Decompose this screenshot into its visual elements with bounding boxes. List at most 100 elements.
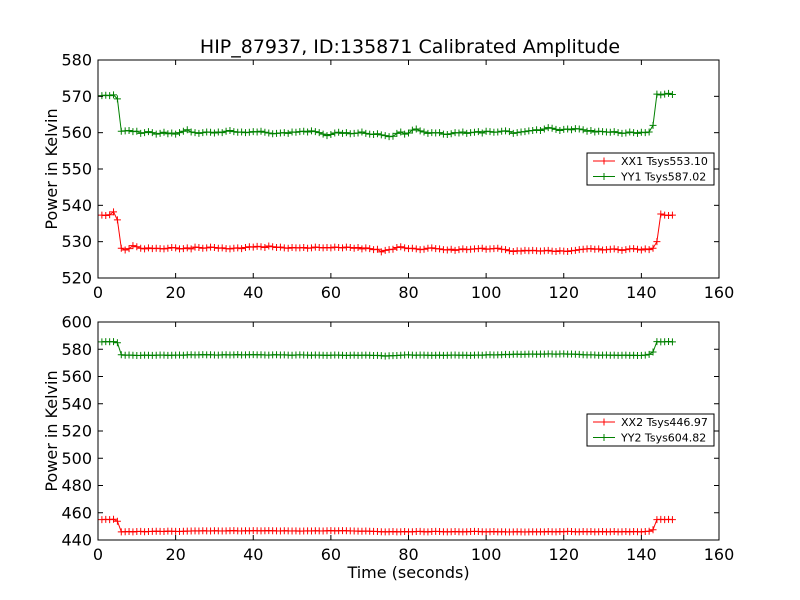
- x-tick-label: 20: [165, 283, 185, 302]
- data-point: [300, 243, 308, 251]
- data-point: [110, 338, 118, 346]
- data-point: [622, 246, 630, 254]
- data-point: [280, 129, 288, 137]
- data-point: [486, 128, 494, 136]
- data-point: [168, 129, 176, 137]
- data-point: [610, 245, 618, 253]
- data-point: [284, 129, 292, 137]
- data-point: [117, 244, 125, 252]
- data-point: [354, 243, 362, 251]
- data-point: [164, 130, 172, 138]
- data-point: [661, 90, 669, 98]
- data-point: [517, 247, 525, 255]
- data-point: [362, 244, 370, 252]
- y-tick-label: 530: [61, 232, 92, 251]
- data-point: [505, 247, 513, 255]
- data-point: [424, 129, 432, 137]
- data-point: [420, 245, 428, 253]
- data-point: [137, 129, 145, 137]
- data-point: [148, 129, 156, 137]
- data-point: [641, 245, 649, 253]
- data-point: [649, 526, 657, 534]
- data-point: [536, 126, 544, 134]
- data-point: [455, 129, 463, 137]
- y-tick-label: 550: [61, 160, 92, 179]
- data-point: [102, 212, 110, 220]
- data-point: [261, 243, 269, 251]
- x-tick-label: 60: [321, 283, 341, 302]
- data-point: [160, 128, 168, 136]
- data-point: [665, 89, 673, 97]
- data-point: [502, 127, 510, 135]
- data-point: [141, 245, 149, 253]
- data-point: [451, 246, 459, 254]
- data-point: [668, 211, 676, 219]
- x-tick-label: 140: [626, 283, 657, 302]
- data-point: [176, 129, 184, 137]
- data-point: [459, 245, 467, 253]
- data-point: [339, 244, 347, 252]
- data-point: [249, 243, 257, 251]
- panels: 0 20 40 60 80 100 120 140 160 520 530 540 550 560 570 5…: [42, 51, 734, 583]
- data-point: [447, 245, 455, 253]
- data-point: [292, 128, 300, 136]
- x-tick-label: 120: [548, 545, 579, 564]
- data-point: [125, 126, 133, 134]
- legend: XX1 Tsys553.10 YY1 Tsys587.02: [586, 152, 715, 186]
- y-tick-label: 520: [61, 422, 92, 441]
- data-point: [113, 339, 121, 347]
- data-point: [129, 242, 137, 250]
- data-point: [381, 132, 389, 140]
- data-point: [381, 246, 389, 254]
- data-point: [564, 247, 572, 255]
- data-point: [552, 247, 560, 255]
- data-point: [401, 130, 409, 138]
- data-point: [110, 91, 118, 99]
- data-point: [420, 128, 428, 136]
- data-point: [529, 126, 537, 134]
- y-tick-label: 540: [61, 196, 92, 215]
- x-axis-label: Time (seconds): [346, 563, 469, 582]
- data-point: [564, 125, 572, 133]
- x-tick-label: 80: [398, 283, 418, 302]
- data-point: [649, 348, 657, 356]
- data-point: [160, 245, 168, 253]
- data-point: [393, 129, 401, 137]
- data-point: [533, 126, 541, 134]
- legend-box: [586, 413, 715, 447]
- chart-title: HIP_87937, ID:135871 Calibrated Amplitud…: [200, 36, 620, 58]
- data-point: [668, 91, 676, 99]
- data-point: [350, 244, 358, 252]
- data-point: [668, 516, 676, 524]
- data-point: [645, 246, 653, 254]
- data-point: [265, 242, 273, 250]
- data-point: [183, 244, 191, 252]
- data-point: [540, 125, 548, 133]
- x-tick-label: 160: [704, 283, 735, 302]
- data-point: [241, 243, 249, 251]
- data-point: [637, 246, 645, 254]
- legend-label: XX2 Tsys446.97: [621, 416, 708, 429]
- y-tick-label: 500: [61, 449, 92, 468]
- data-point: [478, 244, 486, 252]
- data-point: [377, 131, 385, 139]
- legend-marker: [600, 173, 608, 180]
- data-point: [358, 128, 366, 136]
- data-point: [199, 129, 207, 137]
- data-point: [595, 245, 603, 253]
- data-point: [331, 129, 339, 137]
- data-point: [117, 351, 125, 359]
- data-point: [335, 128, 343, 136]
- y-tick-label: 440: [61, 531, 92, 550]
- data-point: [645, 128, 653, 136]
- y-axis-label: Power in Kelvin: [42, 108, 61, 229]
- legend-label: XX1 Tsys553.10: [621, 155, 708, 168]
- y-tick-label: 580: [61, 51, 92, 70]
- data-point: [408, 244, 416, 252]
- data-point: [366, 245, 374, 253]
- data-point: [513, 129, 521, 137]
- data-point: [304, 128, 312, 136]
- data-point: [113, 517, 121, 525]
- data-point: [397, 243, 405, 251]
- data-point: [463, 129, 471, 137]
